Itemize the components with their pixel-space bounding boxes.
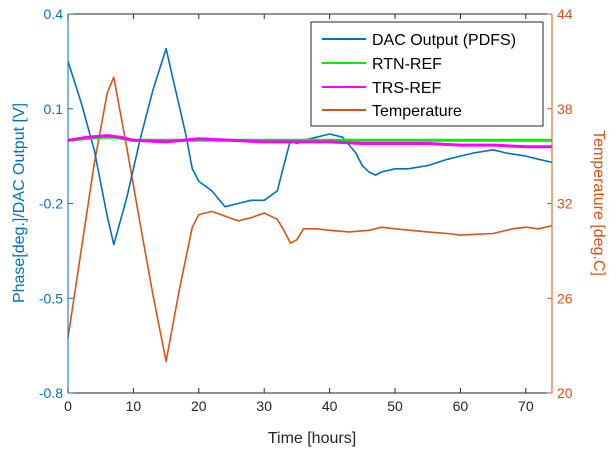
x-tick-label-2: 20 [191, 398, 207, 414]
y-left-tick-label-2: -0.2 [39, 196, 63, 212]
x-tick-label-3: 30 [256, 398, 272, 414]
y-right-tick-label-3: 38 [557, 101, 573, 117]
axes: 0 10 20 30 40 50 60 70 -0.8 -0.5 -0.2 0.1 0.4 20 26 32 3… [39, 6, 573, 414]
legend-label-0: DAC Output (PDFS) [372, 32, 516, 49]
y-axis-right-label: Temperature [deg.C] [590, 130, 607, 276]
y-right-tick-label-2: 32 [557, 196, 573, 212]
x-tick-label-5: 50 [387, 398, 403, 414]
series-line-2 [67, 134, 552, 149]
y-right-tick-label-0: 20 [557, 385, 573, 401]
x-tick-label-1: 10 [126, 398, 142, 414]
x-tick-label-7: 70 [518, 398, 534, 414]
legend-label-2: TRS-REF [372, 80, 442, 97]
y-left-tick-label-1: -0.5 [39, 290, 63, 306]
legend: DAC Output (PDFS) RTN-REF TRS-REF Temper… [310, 21, 544, 127]
y-axis-left-label: Phase[deg.]/DAC Output [V] [11, 103, 28, 303]
legend-label-3: Temperature [372, 103, 462, 120]
x-tick-label-6: 60 [453, 398, 469, 414]
y-left-tick-label-3: 0.1 [44, 101, 64, 117]
legend-label-1: RTN-REF [372, 56, 442, 73]
y-left-tick-label-4: 0.4 [44, 6, 64, 22]
y-right-tick-label-4: 44 [557, 6, 573, 22]
x-axis-label: Time [hours] [268, 430, 356, 447]
series-line-3 [67, 76, 553, 363]
y-right-tick-label-1: 26 [557, 290, 573, 306]
y-left-tick-label-0: -0.8 [39, 385, 63, 401]
x-tick-label-0: 0 [64, 398, 72, 414]
x-tick-label-4: 40 [322, 398, 338, 414]
